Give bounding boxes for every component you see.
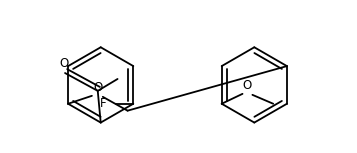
Text: O: O [243,79,252,92]
Text: O: O [59,57,69,70]
Text: O: O [93,81,102,94]
Text: F: F [100,97,107,110]
